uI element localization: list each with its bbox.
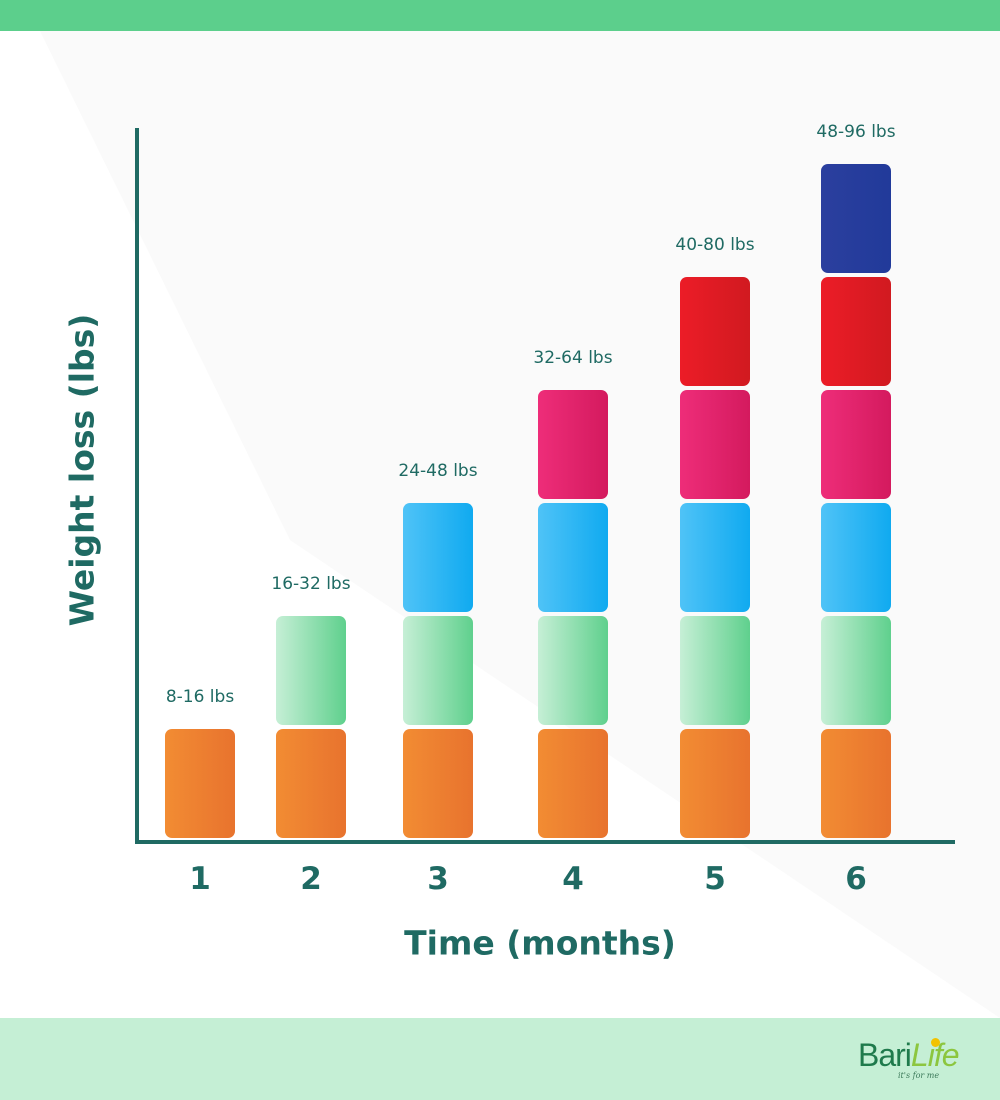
- tick-labels-group: 1 2 3 4 5 6: [189, 861, 867, 897]
- value-label: 24-48 lbs: [398, 461, 477, 481]
- bar-month-2: [276, 616, 346, 838]
- bar-segment: [821, 616, 891, 725]
- bar-segment: [165, 729, 235, 838]
- value-label: 16-32 lbs: [271, 574, 350, 594]
- barilife-logo: BariLife it's for me: [858, 1038, 978, 1088]
- bar-segment: [821, 277, 891, 386]
- bottom-band: [0, 1018, 1000, 1100]
- bar-segment: [680, 390, 750, 499]
- bar-month-1: [165, 729, 235, 838]
- bar-segment: [403, 729, 473, 838]
- bar-segment: [680, 616, 750, 725]
- x-tick-label: 4: [562, 861, 584, 897]
- value-labels-group: 8-16 lbs 16-32 lbs 24-48 lbs 32-64 lbs 40-80…: [166, 122, 896, 707]
- bar-segment: [403, 616, 473, 725]
- x-tick-label: 3: [427, 861, 449, 897]
- logo-sun-icon: [931, 1038, 940, 1047]
- bar-month-6: [821, 164, 891, 838]
- bar-segment: [680, 729, 750, 838]
- bar-segment: [821, 390, 891, 499]
- x-tick-label: 5: [704, 861, 726, 897]
- x-axis-title: Time (months): [404, 923, 676, 963]
- bar-segment: [680, 277, 750, 386]
- x-tick-label: 6: [845, 861, 867, 897]
- bar-segment: [821, 503, 891, 612]
- bar-segment: [538, 729, 608, 838]
- bars-group: [165, 164, 891, 838]
- x-tick-label: 1: [189, 861, 211, 897]
- value-label: 32-64 lbs: [533, 348, 612, 368]
- value-label: 40-80 lbs: [675, 235, 754, 255]
- logo-tagline: it's for me: [898, 1071, 940, 1080]
- logo-wordmark: BariLife: [858, 1037, 959, 1073]
- top-band: [0, 0, 1000, 31]
- bar-segment: [538, 390, 608, 499]
- bar-month-5: [680, 277, 750, 838]
- bar-segment: [821, 164, 891, 273]
- bar-segment: [276, 729, 346, 838]
- bar-segment: [821, 729, 891, 838]
- value-label: 8-16 lbs: [166, 687, 235, 707]
- x-tick-label: 2: [300, 861, 322, 897]
- y-axis-title: Weight loss (lbs): [62, 313, 102, 627]
- bar-segment: [680, 503, 750, 612]
- bar-segment: [403, 503, 473, 612]
- bar-month-4: [538, 390, 608, 838]
- background-shape: [40, 31, 1000, 1018]
- bar-segment: [276, 616, 346, 725]
- value-label: 48-96 lbs: [816, 122, 895, 142]
- bar-segment: [538, 503, 608, 612]
- bar-segment: [538, 616, 608, 725]
- bar-month-3: [403, 503, 473, 838]
